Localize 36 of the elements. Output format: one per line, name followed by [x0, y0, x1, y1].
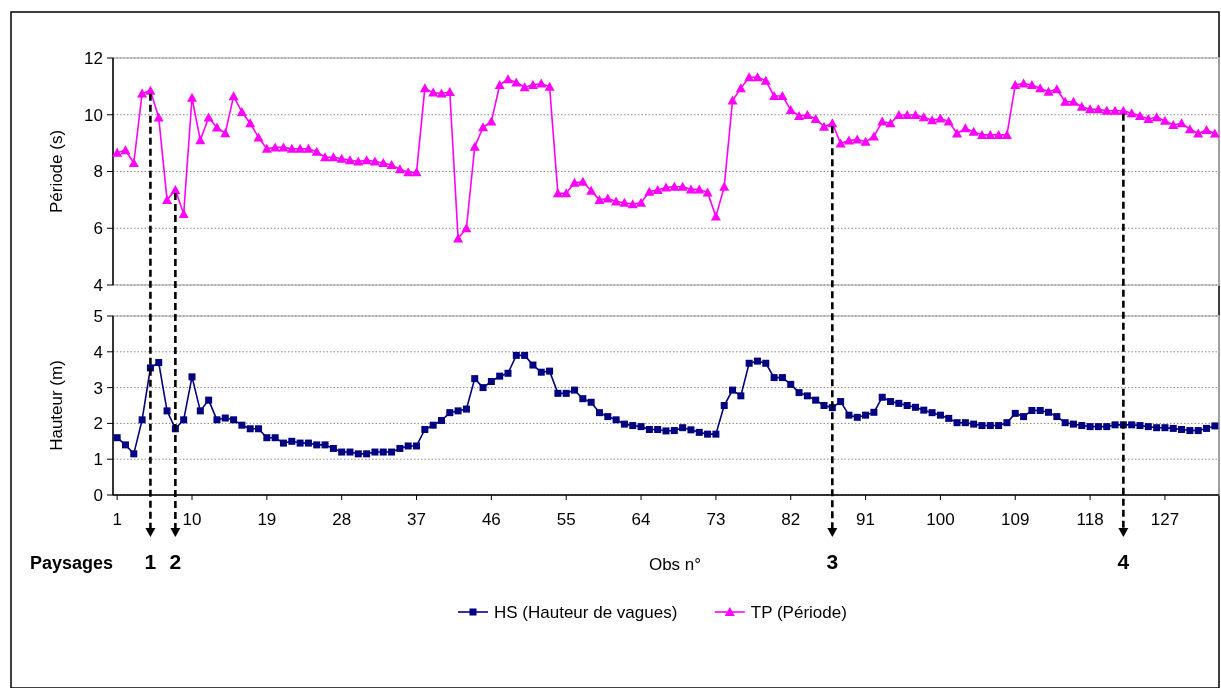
x-tick-label: 127: [1150, 510, 1180, 529]
legend-label: HS (Hauteur de vagues): [494, 602, 678, 622]
y-tick-label: 8: [93, 162, 103, 182]
x-tick-label: 55: [556, 510, 576, 529]
legend-label: TP (Période): [750, 602, 847, 622]
y-tick-label: 4: [93, 275, 103, 295]
y-tick-label: 10: [84, 105, 103, 125]
annotation: 4: [1117, 550, 1130, 573]
text: Paysages: [30, 553, 114, 573]
x-tick-label: 1: [112, 510, 122, 529]
x-tick-label: 37: [407, 510, 426, 529]
y-axis-title: Période (s): [47, 129, 66, 214]
y-tick-label: 6: [93, 219, 103, 239]
y-axis-title: Hauteur (m): [47, 360, 66, 451]
x-tick-label: 118: [1076, 510, 1104, 529]
y-tick-label: 1: [93, 450, 103, 470]
y-tick-label: 12: [84, 48, 103, 68]
x-tick-label: 109: [1001, 510, 1030, 529]
y-tick-label: 3: [93, 378, 103, 398]
y-tick-label: 5: [93, 306, 103, 326]
annotation: 1: [144, 550, 157, 573]
x-tick-label: 28: [332, 510, 352, 529]
annotation: 3: [826, 550, 839, 573]
x-tick-label: 19: [257, 510, 277, 529]
x-axis-title: Obs n°: [648, 555, 702, 574]
y-tick-label: 4: [93, 342, 103, 362]
y-tick-label: 2: [93, 414, 103, 434]
x-tick-label: 82: [781, 510, 801, 529]
x-tick-label: 100: [926, 510, 955, 529]
x-tick-label: 91: [856, 510, 876, 529]
annotation: 2: [169, 550, 182, 573]
x-tick-label: 46: [481, 510, 501, 529]
x-tick-label: 10: [182, 510, 202, 529]
y-tick-label: 0: [93, 485, 103, 505]
x-tick-label: 64: [631, 510, 651, 529]
x-tick-label: 73: [706, 510, 726, 529]
